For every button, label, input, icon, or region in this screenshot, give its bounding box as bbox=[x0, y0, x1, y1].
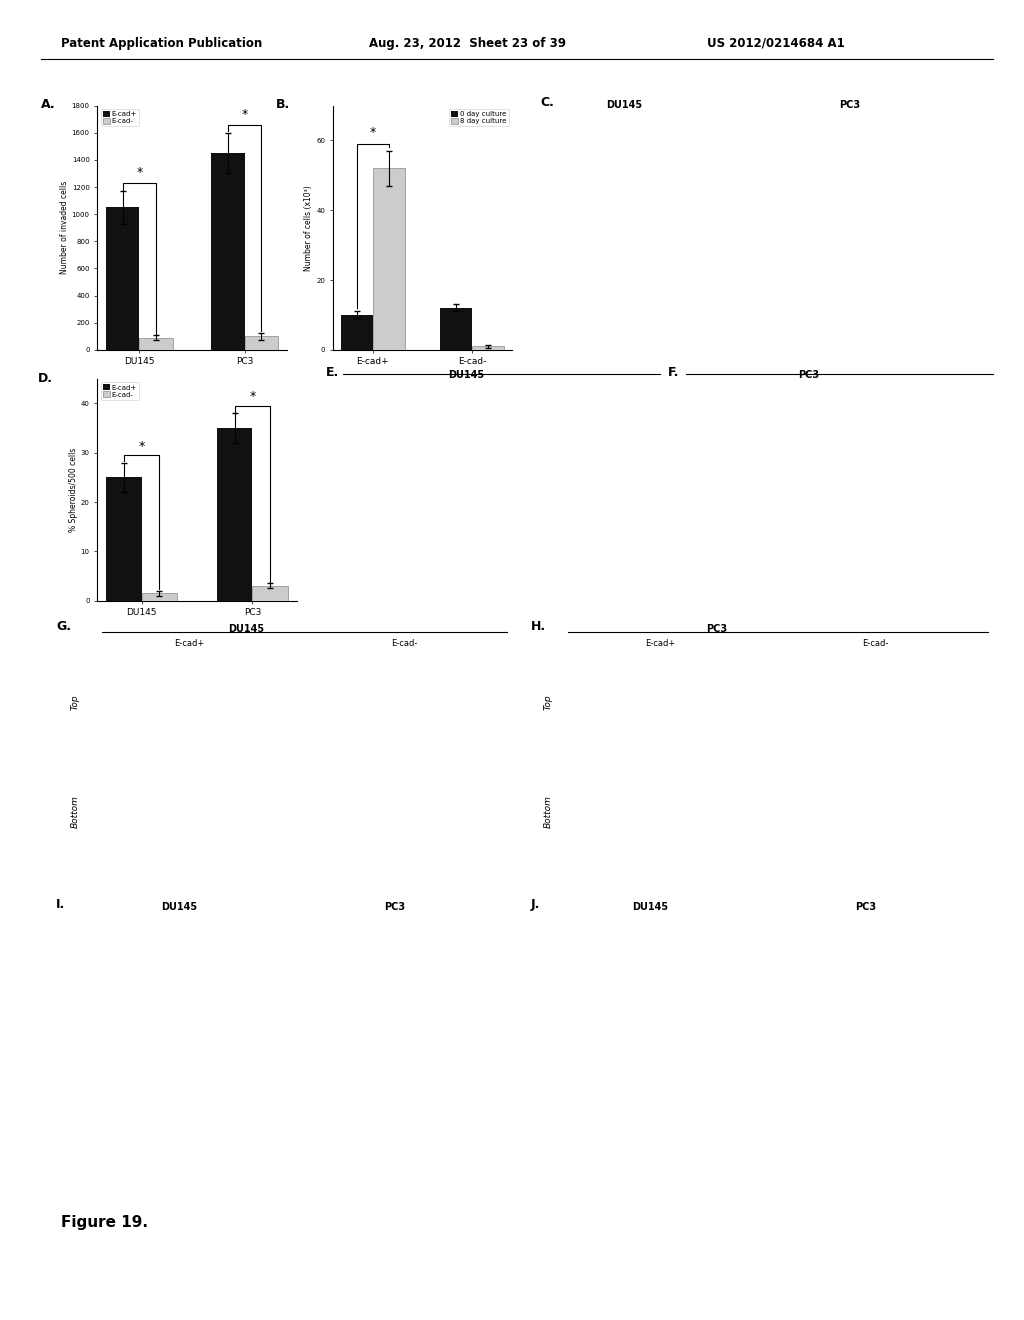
Text: PC3: PC3 bbox=[384, 902, 404, 912]
Text: a: a bbox=[104, 917, 110, 927]
Bar bbox=[253, 586, 288, 601]
Text: *: * bbox=[242, 107, 248, 120]
Text: c: c bbox=[505, 385, 509, 395]
Text: PC3: PC3 bbox=[855, 902, 876, 912]
Text: Phase: Phase bbox=[741, 202, 763, 209]
Text: H.: H. bbox=[530, 620, 546, 634]
Text: *: * bbox=[138, 440, 145, 453]
Legend: 0 day culture, 8 day culture: 0 day culture, 8 day culture bbox=[449, 110, 509, 127]
Text: E.: E. bbox=[326, 366, 339, 379]
Text: c: c bbox=[843, 385, 847, 395]
Text: Bottom: Bottom bbox=[71, 796, 79, 828]
Legend: E-cad+, E-cad-: E-cad+, E-cad- bbox=[100, 383, 139, 400]
Text: E-cad-: E-cad- bbox=[862, 639, 889, 648]
Text: D.: D. bbox=[37, 372, 52, 385]
Text: PC3: PC3 bbox=[840, 100, 860, 111]
Y-axis label: Number of invaded cells: Number of invaded cells bbox=[59, 181, 69, 275]
Text: E-cad+: E-cad+ bbox=[174, 639, 205, 648]
Text: b: b bbox=[311, 652, 316, 661]
Text: a: a bbox=[338, 385, 343, 395]
Bar bbox=[105, 207, 139, 350]
Text: Bottom: Bottom bbox=[577, 1030, 602, 1036]
Text: d: d bbox=[843, 498, 848, 507]
Text: DU145: DU145 bbox=[632, 902, 669, 912]
Text: b: b bbox=[338, 498, 343, 507]
Text: a: a bbox=[577, 917, 582, 927]
Text: US 2012/0214684 A1: US 2012/0214684 A1 bbox=[707, 37, 845, 50]
Bar bbox=[139, 338, 173, 350]
Y-axis label: % Spheroids/500 cells: % Spheroids/500 cells bbox=[69, 447, 78, 532]
Text: I.: I. bbox=[56, 898, 66, 911]
Text: Figure 19.: Figure 19. bbox=[61, 1216, 148, 1230]
Text: E-cad-: E-cad- bbox=[676, 589, 697, 595]
Text: Top: Top bbox=[296, 1030, 307, 1036]
Text: d: d bbox=[784, 760, 790, 770]
Bar bbox=[141, 593, 177, 601]
Text: E-cad+: E-cad+ bbox=[338, 477, 362, 483]
Text: Top: Top bbox=[71, 694, 79, 710]
Text: a: a bbox=[676, 385, 681, 395]
Text: b: b bbox=[676, 498, 681, 507]
Bar bbox=[472, 346, 504, 350]
Text: E-cad+: E-cad+ bbox=[676, 477, 700, 483]
Text: Aug. 23, 2012  Sheet 23 of 39: Aug. 23, 2012 Sheet 23 of 39 bbox=[369, 37, 565, 50]
Y-axis label: Number of cells (x10³): Number of cells (x10³) bbox=[304, 185, 313, 271]
Text: *: * bbox=[370, 125, 376, 139]
Text: Bottom: Bottom bbox=[544, 796, 552, 828]
Text: E-cad: E-cad bbox=[741, 321, 761, 327]
Text: F.: F. bbox=[668, 366, 679, 379]
Text: c: c bbox=[103, 760, 108, 770]
Text: Top: Top bbox=[104, 1030, 116, 1036]
Text: b: b bbox=[784, 917, 790, 927]
Text: b: b bbox=[784, 652, 790, 661]
Bar bbox=[341, 315, 373, 350]
Text: d: d bbox=[505, 498, 510, 507]
Text: E-cad: E-cad bbox=[843, 477, 862, 483]
Bar bbox=[211, 153, 245, 350]
Text: DU145: DU145 bbox=[447, 370, 484, 380]
Text: E-cad: E-cad bbox=[553, 321, 572, 327]
Text: CD44: CD44 bbox=[505, 589, 523, 595]
Text: E-cad-: E-cad- bbox=[338, 589, 359, 595]
Text: DU145: DU145 bbox=[161, 902, 198, 912]
Text: 'd: 'd bbox=[311, 760, 319, 770]
Text: Phase: Phase bbox=[553, 202, 574, 209]
Bar bbox=[106, 478, 141, 601]
Text: DU145: DU145 bbox=[227, 624, 264, 635]
Text: c: c bbox=[577, 760, 581, 770]
Text: CD44: CD44 bbox=[843, 589, 861, 595]
Text: a: a bbox=[103, 652, 109, 661]
Text: G.: G. bbox=[56, 620, 72, 634]
Text: PC3: PC3 bbox=[707, 624, 727, 635]
Bar bbox=[440, 308, 472, 350]
Text: *: * bbox=[136, 166, 142, 180]
Text: DU145: DU145 bbox=[606, 100, 643, 111]
Text: E-cad: E-cad bbox=[505, 477, 524, 483]
Bar bbox=[373, 169, 404, 350]
Legend: E-cad+, E-cad-: E-cad+, E-cad- bbox=[100, 110, 139, 127]
Text: Bottom: Bottom bbox=[784, 1030, 810, 1036]
Text: .a: .a bbox=[577, 652, 585, 661]
Text: Top: Top bbox=[544, 694, 552, 710]
Text: E-cad+: E-cad+ bbox=[645, 639, 676, 648]
Text: Patent Application Publication: Patent Application Publication bbox=[61, 37, 263, 50]
Text: B.: B. bbox=[275, 98, 290, 111]
Text: b: b bbox=[296, 917, 301, 927]
Text: PC3: PC3 bbox=[799, 370, 819, 380]
Text: C.: C. bbox=[541, 96, 555, 110]
Text: A.: A. bbox=[40, 98, 55, 111]
Text: E-cad-: E-cad- bbox=[391, 639, 418, 648]
Text: *: * bbox=[249, 391, 256, 404]
Bar bbox=[245, 337, 279, 350]
Bar bbox=[217, 428, 253, 601]
Text: J.: J. bbox=[530, 898, 540, 911]
